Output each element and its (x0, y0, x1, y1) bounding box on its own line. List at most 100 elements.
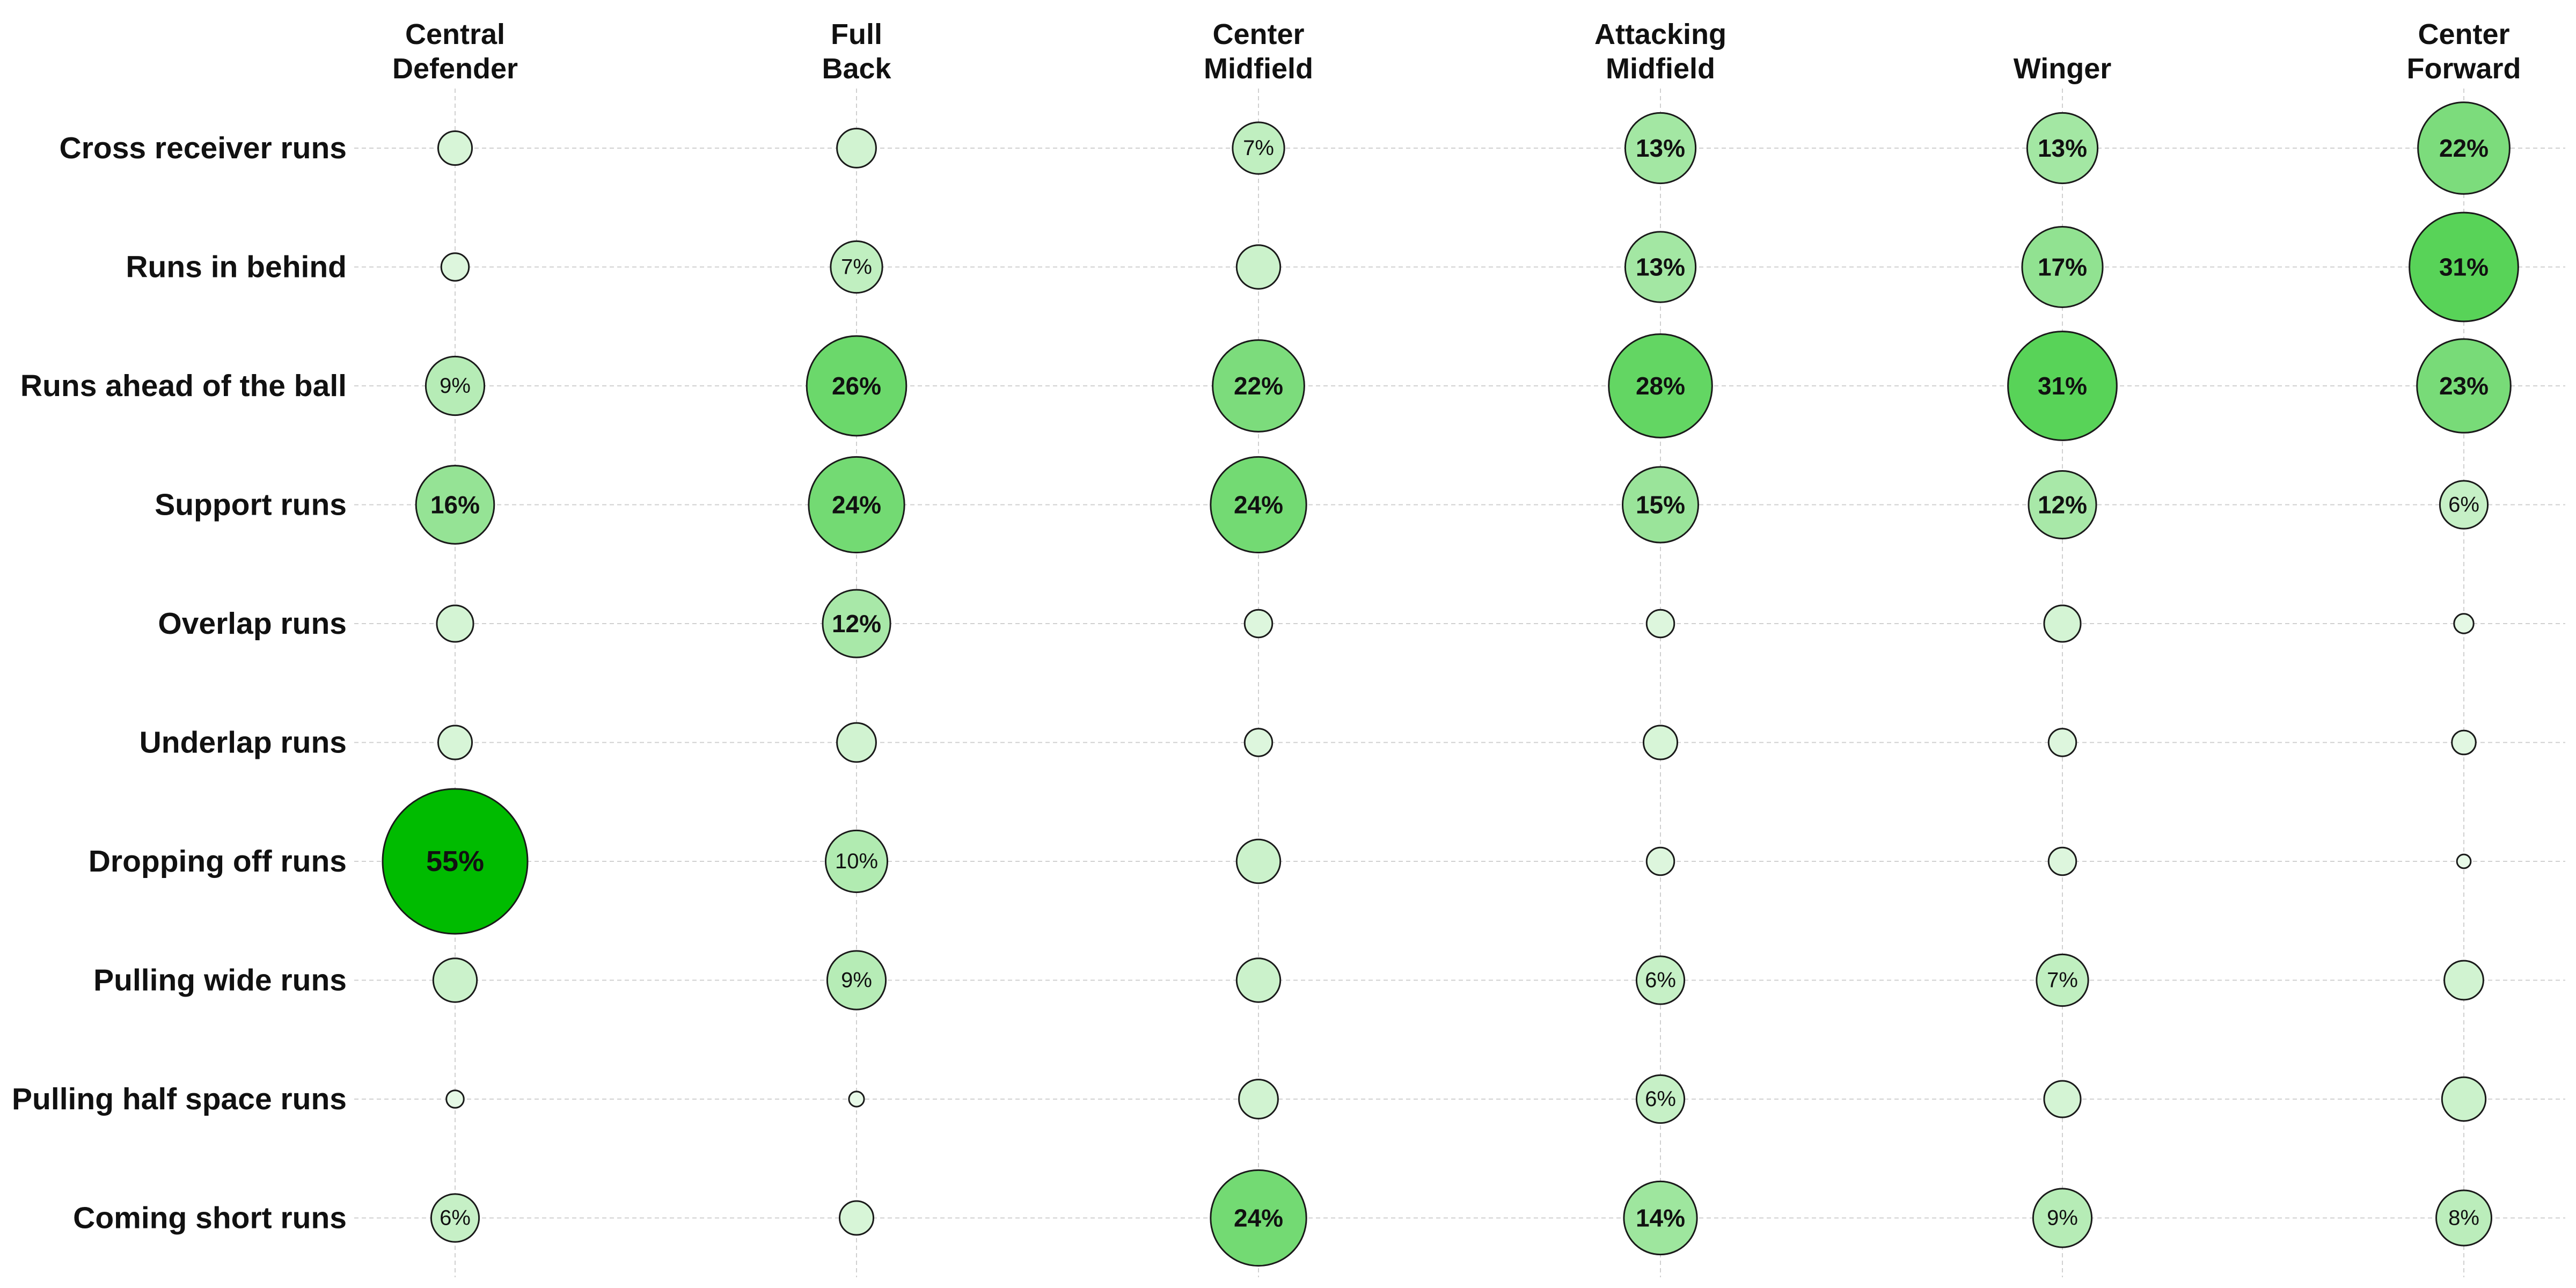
bubble (2453, 613, 2475, 634)
column-label-line: Full (831, 18, 882, 50)
bubble (1645, 609, 1675, 639)
bubble-value-label: 55% (426, 845, 484, 877)
bubble-value-label: 16% (430, 491, 480, 519)
bubble (2032, 1188, 2093, 1248)
bubble (836, 722, 877, 763)
column-label: Center Forward (2406, 18, 2521, 85)
bubble-value-label: 24% (1234, 491, 1283, 519)
bubble-value-label: 14% (1636, 1204, 1685, 1232)
bubble-value-label: 7% (1243, 136, 1274, 160)
bubble-value-label: 13% (1636, 253, 1685, 281)
column-label: Central Defender (392, 18, 518, 85)
bubble (1235, 957, 1282, 1003)
bubble-value-label: 6% (440, 1206, 471, 1230)
bubble (2416, 338, 2512, 434)
bubble-value-label: 6% (2448, 493, 2479, 517)
bubble-value-label: 13% (1636, 134, 1685, 162)
row-label: Dropping off runs (89, 844, 347, 879)
bubble (440, 252, 470, 282)
bubble (1635, 955, 1686, 1005)
column-label-line: Back (822, 53, 891, 85)
bubble-value-label: 9% (440, 374, 471, 398)
row-label: Runs ahead of the ball (20, 369, 347, 403)
column-label: Full Back (822, 18, 891, 85)
column-label: Attacking Midfield (1594, 18, 1726, 85)
bubble (824, 829, 889, 894)
bubble-value-label: 31% (2038, 372, 2087, 400)
bubble-value-label: 12% (2038, 491, 2087, 519)
bubble (1238, 1079, 1279, 1119)
bubble (432, 957, 478, 1003)
column-label-line: Midfield (1606, 53, 1715, 85)
bubble-value-label: 7% (841, 255, 872, 279)
bubble (2047, 728, 2077, 757)
bubble (2043, 1080, 2082, 1118)
column-label: Winger (2014, 53, 2112, 85)
column-label-line: Center (1212, 18, 1304, 50)
bubble-value-label: 15% (1636, 491, 1685, 519)
bubble (2026, 112, 2099, 185)
row-labels: Cross receiver runs Runs in behind Runs ah… (12, 131, 347, 1235)
bubble-value-label: 7% (2047, 969, 2078, 992)
bubble (1624, 231, 1697, 303)
bubble (2409, 211, 2519, 323)
column-label-line: Center (2418, 18, 2509, 50)
bubble (437, 130, 473, 166)
grid-lines (354, 89, 2565, 1277)
bubbles: 7% 13% 13% 22% 7% 13% 17% 31% 9% 26% 22% 28% 31% 23% 1… (382, 101, 2519, 1267)
row-label: Support runs (155, 488, 347, 522)
bubble (2036, 953, 2089, 1007)
bubble (808, 456, 905, 554)
bubble (838, 1200, 875, 1236)
bubble-value-label: 13% (2038, 134, 2087, 162)
bubble (2417, 101, 2511, 195)
bubble (830, 240, 883, 294)
bubble (1623, 1180, 1698, 1256)
bubble (2451, 729, 2477, 756)
column-label-line: Midfield (1204, 53, 1313, 85)
bubble (425, 355, 486, 416)
row-label: Pulling half space runs (12, 1082, 347, 1116)
bubble (437, 724, 473, 760)
row-label: Cross receiver runs (60, 131, 347, 165)
bubble (1210, 456, 1307, 554)
bubble-value-label: 6% (1645, 1087, 1676, 1111)
column-label-line: Attacking (1594, 18, 1726, 50)
bubble (1235, 244, 1282, 290)
bubble (806, 335, 908, 437)
bubble-value-label: 8% (2448, 1206, 2479, 1230)
bubble (826, 950, 887, 1011)
column-label: Center Midfield (1204, 18, 1313, 85)
bubble-value-label: 24% (832, 491, 881, 519)
bubble-value-label: 9% (2047, 1206, 2078, 1230)
bubble-value-label: 23% (2439, 372, 2489, 400)
bubble (436, 604, 474, 643)
bubble (1635, 1074, 1686, 1124)
bubble-value-label: 28% (1636, 372, 1685, 400)
bubble (1608, 333, 1713, 438)
bubble-value-label: 22% (1234, 372, 1283, 400)
bubble (382, 788, 529, 935)
bubble-value-label: 26% (832, 372, 881, 400)
bubble-value-label: 22% (2439, 134, 2489, 162)
bubble (2043, 604, 2082, 643)
bubble-value-label: 6% (1645, 969, 1676, 992)
bubble (1621, 466, 1700, 544)
bubble-value-label: 31% (2439, 253, 2489, 281)
bubble (2456, 853, 2472, 869)
bubble (1642, 724, 1679, 760)
bubble (1624, 112, 1697, 185)
bubble (2443, 960, 2484, 1001)
bubble (1232, 121, 1285, 175)
row-label: Pulling wide runs (93, 963, 347, 998)
column-label-line: Defender (392, 53, 518, 85)
bubble-value-label: 9% (841, 969, 872, 992)
bubble (1210, 1169, 1307, 1267)
bubble (1212, 339, 1305, 433)
bubble (2007, 331, 2118, 441)
row-label: Runs in behind (126, 250, 347, 284)
bubble-value-label: 24% (1234, 1204, 1283, 1232)
bubble (1235, 838, 1282, 884)
bubble (1243, 609, 1274, 639)
bubble-value-label: 10% (835, 850, 878, 873)
